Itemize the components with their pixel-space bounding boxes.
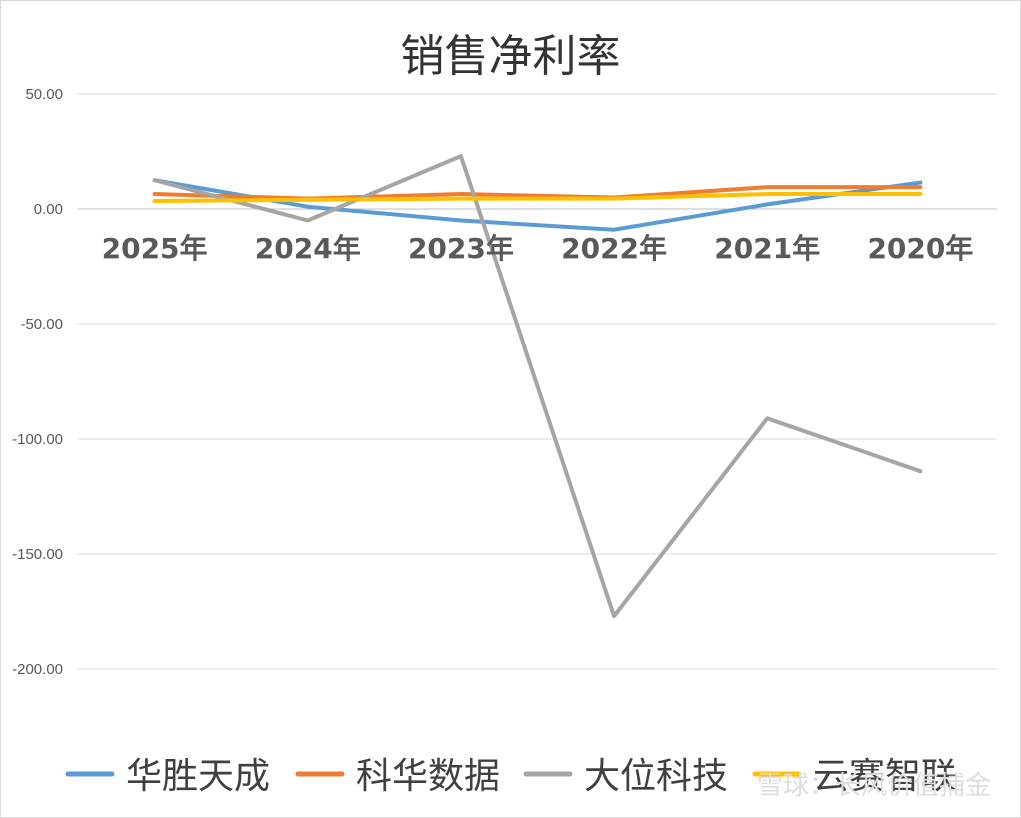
legend-label: 科华数据 [356,756,500,797]
legend: 华胜天成 科华数据 大位科技 云赛智联 [65,756,957,797]
x-tick-label: 2020年 [867,232,973,265]
series-line [152,192,923,203]
series-line [152,154,923,619]
legend-label: 华胜天成 [126,756,270,797]
x-tick-label: 2021年 [714,232,820,265]
y-tick-label: -150.00 [12,546,63,563]
x-tick-label: 2025年 [102,232,208,265]
y-axis: 50.00 0.00 -50.00 -100.00 -150.00 -200.00 [12,86,63,678]
legend-label: 云赛智联 [813,756,957,797]
x-tick-label: 2024年 [255,232,361,265]
gridlines [78,93,997,670]
y-tick-label: -100.00 [12,431,63,448]
y-tick-label: -50.00 [20,316,63,333]
y-tick-label: -200.00 [12,661,63,678]
legend-label: 大位科技 [584,756,728,797]
watermark: 雪球：长风价值捕金 [756,771,991,801]
series-line [152,178,923,232]
x-tick-label: 2023年 [408,232,514,265]
series-lines [152,154,923,619]
chart-title: 销售净利率 [400,31,621,82]
x-tick-label: 2022年 [561,232,667,265]
x-axis: 2025年 2024年 2023年 2022年 2021年 2020年 [102,232,974,265]
y-tick-label: 50.00 [25,86,63,103]
series-line [152,185,923,201]
y-tick-label: 0.00 [34,201,63,218]
